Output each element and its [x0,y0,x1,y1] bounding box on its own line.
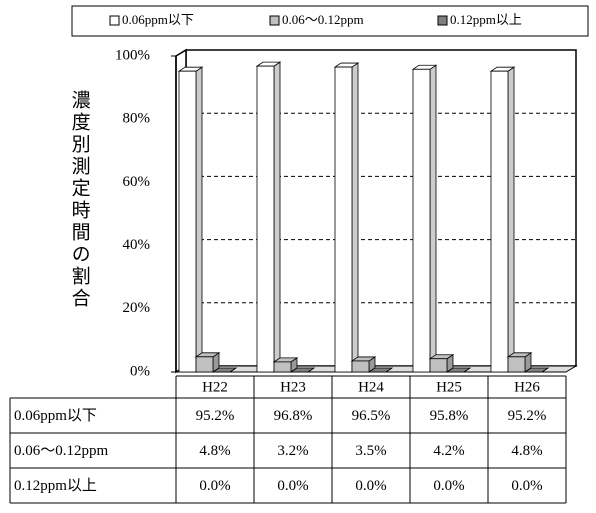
x-tick-label: H26 [514,379,540,395]
table-cell: 0.0% [511,478,542,494]
legend-label: 0.06ppm以下 [122,12,194,27]
bar-side [429,64,437,373]
bar-top [367,367,394,373]
y-tick-label: 40% [123,237,151,253]
bar [195,356,214,373]
bar-side [273,61,281,373]
table-cell: 95.8% [430,408,469,424]
bar-side [507,66,515,373]
table-cell: 96.8% [274,408,313,424]
bar-side [195,66,203,373]
legend-box [71,5,589,37]
x-tick-label: H25 [436,379,462,395]
table-cell: 0.0% [199,478,230,494]
table-cell: 0.0% [355,478,386,494]
bar [351,360,370,373]
y-tick-label: 100% [115,47,150,63]
legend-swatch [109,15,120,26]
table-cell: 95.2% [196,408,235,424]
bar [256,65,275,373]
legend-swatch [269,15,280,26]
table-cell: 0.0% [433,478,464,494]
table-cell: 4.8% [511,443,542,459]
bar-side [351,62,359,373]
row-header: 0.06～0.12ppm [14,443,109,459]
table-cell: 4.8% [199,443,230,459]
table-cell: 3.2% [277,443,308,459]
back-wall [185,49,577,367]
table-cell: 96.5% [352,408,391,424]
row-header: 0.12ppm以上 [14,477,97,494]
y-axis-label: 濃度別測定時間の割合 [69,90,91,310]
legend-label: 0.12ppm以上 [450,12,522,27]
row-header: 0.06ppm以下 [14,408,97,424]
bar-top [523,367,550,373]
y-tick-label: 80% [123,111,151,127]
table-cell: 4.2% [433,443,464,459]
bar [273,361,292,373]
legend-label: 0.06～0.12ppm [282,12,364,27]
bar [507,356,526,373]
bar-top [445,367,472,373]
x-tick-label: H24 [358,379,384,395]
bar-top [289,367,316,373]
y-tick-label: 0% [130,363,150,379]
table-cell: 95.2% [508,408,547,424]
y-tick-label: 20% [123,300,151,316]
legend-swatch [437,15,448,26]
table-cell: 0.0% [277,478,308,494]
bar [178,70,197,373]
bar [412,68,431,373]
x-tick-label: H23 [280,379,306,395]
bar-top [211,367,238,373]
table-cell: 3.5% [355,443,386,459]
y-tick-label: 60% [123,174,151,190]
x-tick-label: H22 [202,379,228,395]
bar [490,70,509,373]
bar [429,358,448,373]
bar [334,66,353,373]
